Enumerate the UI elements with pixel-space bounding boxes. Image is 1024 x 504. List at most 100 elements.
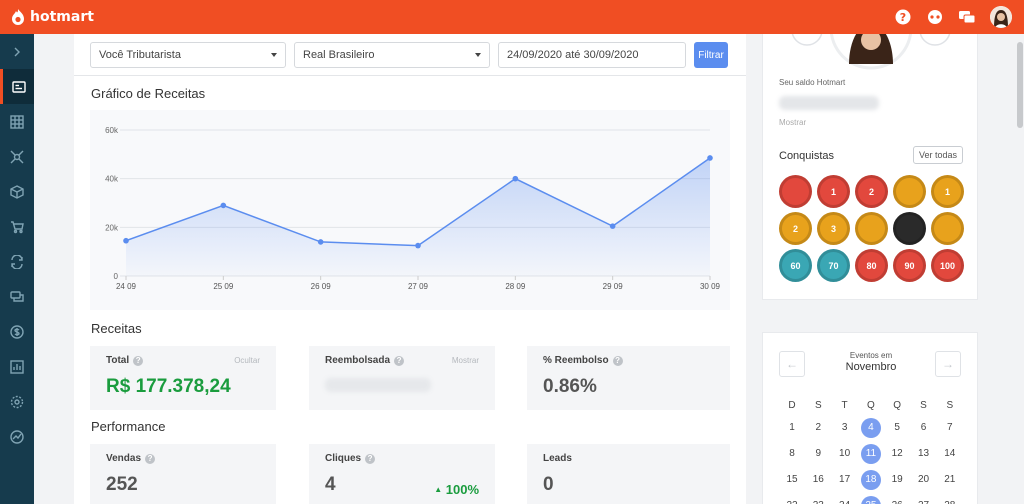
chevron-right-icon[interactable] bbox=[0, 34, 34, 69]
leads-card: Leads 0 bbox=[527, 444, 730, 504]
currency-select[interactable]: Real Brasileiro bbox=[294, 42, 490, 68]
calendar-day[interactable]: 26 bbox=[884, 495, 910, 504]
next-month-button[interactable]: → bbox=[935, 351, 961, 377]
data-point bbox=[415, 242, 421, 249]
help-icon[interactable]: ? bbox=[145, 453, 156, 464]
total-card: Total? Ocultar R$ 177.378,24 bbox=[90, 346, 276, 410]
top-bar: hotmart ? bbox=[0, 0, 1024, 34]
calendar-day[interactable]: 27 bbox=[911, 495, 937, 504]
achievement-badge[interactable]: 3 bbox=[817, 212, 850, 245]
achievement-badge[interactable]: 80 bbox=[855, 249, 888, 282]
calendar-day[interactable]: 14 bbox=[944, 448, 956, 459]
avatar[interactable] bbox=[990, 6, 1012, 28]
calendar-day[interactable]: 20 bbox=[917, 474, 930, 485]
achievement-badge[interactable]: 1 bbox=[817, 175, 850, 208]
data-point bbox=[123, 237, 129, 244]
calendar-day[interactable]: 6 bbox=[920, 422, 927, 433]
calendar-day[interactable]: 24 bbox=[832, 495, 858, 504]
calendar-day[interactable]: 10 bbox=[839, 448, 851, 459]
achievement-badge[interactable] bbox=[893, 175, 926, 208]
dollar-icon[interactable] bbox=[0, 314, 34, 349]
chat-icon[interactable] bbox=[956, 6, 978, 28]
settings-icon[interactable] bbox=[0, 384, 34, 419]
x-tick-label: 27 09 bbox=[408, 282, 429, 291]
dashboard-icon[interactable] bbox=[0, 69, 34, 104]
achievement-badge[interactable]: 1 bbox=[931, 175, 964, 208]
show-balance-link[interactable]: Mostrar bbox=[779, 118, 807, 127]
help-icon[interactable]: ? bbox=[612, 355, 623, 366]
calendar-day[interactable]: 4 bbox=[858, 417, 884, 439]
achievement-badge[interactable] bbox=[855, 212, 888, 245]
profile-header bbox=[791, 34, 951, 70]
show-link[interactable]: Mostrar bbox=[451, 356, 479, 365]
achievement-badge[interactable] bbox=[779, 175, 812, 208]
report-icon[interactable] bbox=[0, 349, 34, 384]
cart-icon[interactable] bbox=[0, 209, 34, 244]
calendar-day[interactable]: 12 bbox=[891, 448, 903, 459]
calendar-day[interactable]: 21 bbox=[944, 474, 956, 485]
calendar-day[interactable]: 5 bbox=[894, 422, 900, 433]
calendar-day[interactable]: 9 bbox=[815, 448, 822, 459]
achievement-badge[interactable]: 100 bbox=[931, 249, 964, 282]
weekday-label: S bbox=[814, 400, 822, 411]
analytics-icon[interactable] bbox=[0, 419, 34, 454]
reembolsada-card: Reembolsada? Mostrar bbox=[309, 346, 495, 410]
achievement-badge[interactable]: 70 bbox=[817, 249, 850, 282]
messages-icon[interactable] bbox=[0, 279, 34, 314]
network-icon[interactable] bbox=[0, 139, 34, 174]
support-icon[interactable] bbox=[924, 6, 946, 28]
grid-icon[interactable] bbox=[0, 104, 34, 139]
help-icon[interactable]: ? bbox=[133, 355, 144, 366]
calendar-day[interactable]: 18 bbox=[858, 469, 884, 491]
pct-reembolso-card: % Reembolso? 0.86% bbox=[527, 346, 730, 410]
box-icon[interactable] bbox=[0, 174, 34, 209]
achievement-badge[interactable]: 2 bbox=[855, 175, 888, 208]
refresh-icon[interactable] bbox=[0, 244, 34, 279]
date-range-input[interactable]: 24/09/2020 até 30/09/2020 bbox=[498, 42, 686, 68]
calendar-day[interactable]: 22 bbox=[779, 495, 805, 504]
month-label: Novembro bbox=[845, 361, 897, 373]
currency-select-value: Real Brasileiro bbox=[303, 49, 375, 61]
calendar-day[interactable]: 1 bbox=[789, 422, 795, 433]
achievement-badge[interactable]: 2 bbox=[779, 212, 812, 245]
svg-text:?: ? bbox=[900, 11, 906, 24]
calendar-day[interactable]: 15 bbox=[786, 474, 798, 485]
filter-button[interactable]: Filtrar bbox=[694, 42, 728, 68]
calendar-day[interactable]: 19 bbox=[891, 474, 903, 485]
arrow-up-icon: ▲ bbox=[434, 485, 443, 494]
revenue-area bbox=[126, 157, 710, 276]
help-icon[interactable]: ? bbox=[394, 355, 405, 366]
achievements-title: Conquistas bbox=[779, 150, 835, 162]
calendar-day[interactable]: 3 bbox=[841, 422, 848, 433]
data-point bbox=[512, 175, 519, 182]
hotmart-logo[interactable]: hotmart bbox=[10, 8, 94, 26]
calendar-day[interactable]: 28 bbox=[937, 495, 963, 504]
y-tick-label: 20k bbox=[105, 223, 119, 232]
calendar-day[interactable]: 17 bbox=[839, 474, 851, 485]
events-label: Eventos em bbox=[849, 351, 893, 360]
achievement-badge[interactable]: 60 bbox=[779, 249, 812, 282]
account-select[interactable]: Você Tributarista bbox=[90, 42, 286, 68]
achievement-badge[interactable] bbox=[931, 212, 964, 245]
calendar-day[interactable]: 23 bbox=[805, 495, 831, 504]
help-icon[interactable]: ? bbox=[892, 6, 914, 28]
scrollbar[interactable] bbox=[1016, 34, 1024, 504]
calendar-day[interactable]: 16 bbox=[812, 474, 824, 485]
hide-link[interactable]: Ocultar bbox=[234, 356, 260, 365]
calendar-day[interactable]: 8 bbox=[789, 448, 795, 459]
achievement-badge[interactable]: 90 bbox=[893, 249, 926, 282]
x-tick-label: 25 09 bbox=[213, 282, 234, 291]
calendar-day[interactable]: 13 bbox=[917, 448, 930, 459]
achievement-badge[interactable] bbox=[893, 212, 926, 245]
prev-month-button[interactable]: ← bbox=[779, 351, 805, 377]
calendar-day[interactable]: 25 bbox=[858, 495, 884, 504]
calendar-day[interactable]: 11 bbox=[858, 443, 884, 465]
help-icon[interactable]: ? bbox=[365, 453, 376, 464]
calendar-day[interactable]: 2 bbox=[815, 422, 822, 433]
calendar-day[interactable]: 7 bbox=[947, 422, 953, 433]
scrollbar-thumb[interactable] bbox=[1017, 42, 1023, 128]
view-all-button[interactable]: Ver todas bbox=[913, 146, 963, 164]
y-tick-label: 60k bbox=[105, 126, 119, 135]
flame-icon bbox=[12, 9, 24, 25]
